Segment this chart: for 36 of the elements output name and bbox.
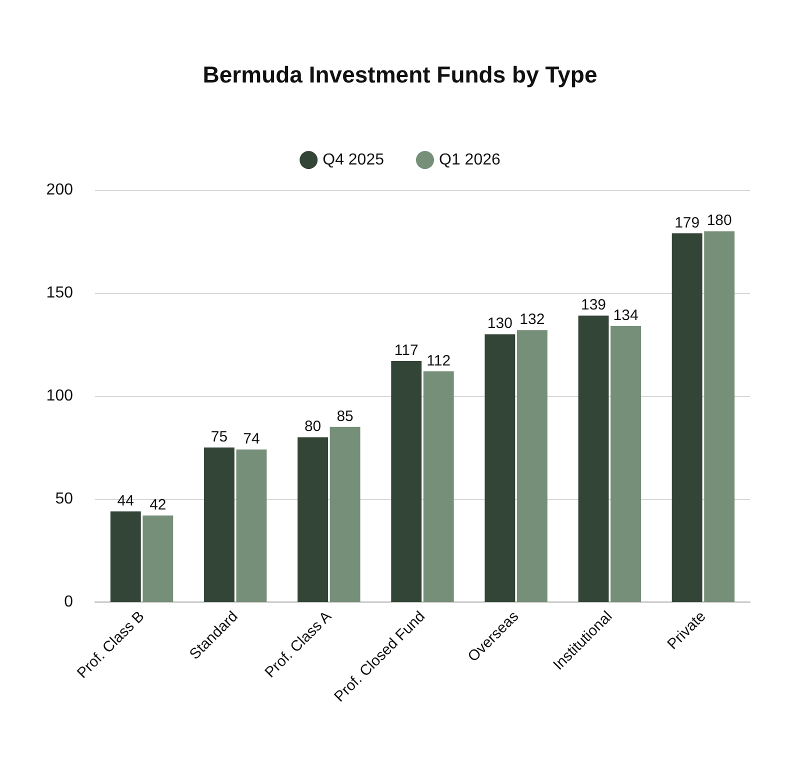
data-label: 132 [520,311,545,328]
data-label: 112 [426,352,451,370]
legend-label: Q1 2026 [439,152,500,168]
bar [423,371,454,602]
data-label: 44 [117,492,134,510]
data-label: 134 [613,306,638,324]
bar [578,316,609,602]
y-tick-label: 200 [46,182,74,198]
chart-title: Bermuda Investment Funds by Type [202,62,598,88]
bar [391,360,422,602]
bar [610,326,641,602]
y-tick-label: 50 [55,490,74,508]
bar [672,233,702,602]
y-tick-label: 0 [64,594,74,610]
bar [516,330,548,602]
bar [142,515,174,602]
data-label: 42 [150,496,166,514]
data-label: 85 [336,408,354,425]
legend-label: Q4 2025 [322,152,384,168]
data-label: 179 [674,214,700,232]
data-label: 130 [487,315,512,332]
data-label: 180 [706,212,732,230]
data-label: 75 [210,428,228,446]
bar [298,437,328,602]
bar [110,511,141,602]
y-tick-label: 100 [46,388,74,404]
data-label: 139 [580,296,606,314]
y-tick-label: 150 [46,284,74,302]
bar [704,231,735,602]
data-label: 80 [304,418,322,436]
bar [330,426,360,602]
data-label: 74 [243,430,260,448]
bar [204,448,234,602]
bar [236,450,267,602]
data-label: 117 [394,342,418,359]
bar [484,334,516,602]
